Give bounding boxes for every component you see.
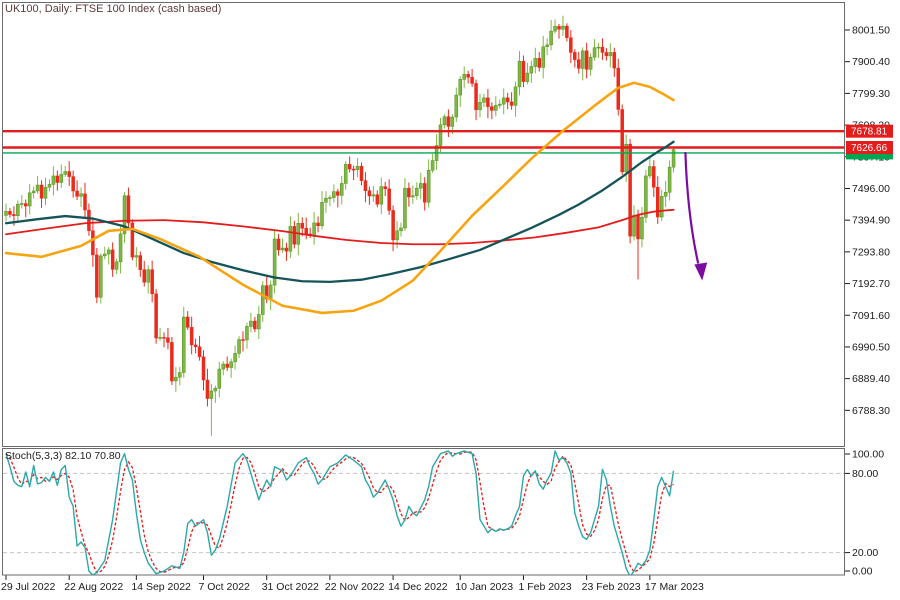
stoch-tick-label: 0.00 <box>852 566 873 578</box>
price-tick-label: 7799.30 <box>852 88 890 100</box>
stoch-tick-label: 20.00 <box>852 547 878 559</box>
price-tick-label: 8001.50 <box>852 25 890 37</box>
date-tick-label: 1 Feb 2023 <box>518 581 571 593</box>
stoch-axis[interactable]: 100.00 80.00 20.00 0.00 <box>3 449 884 578</box>
stoch-tick-label: 100.00 <box>852 449 884 461</box>
ma-red-line[interactable] <box>5 208 675 246</box>
date-tick-label: 17 Mar 2023 <box>645 581 704 593</box>
level-price-tag: 7626.66 <box>846 141 893 155</box>
ma-orange-line[interactable] <box>4 81 675 315</box>
candlesticks-layer <box>4 15 676 436</box>
svg-text:7626.66: 7626.66 <box>851 143 888 154</box>
date-tick-label: 22 Nov 2022 <box>325 581 385 593</box>
stoch-d-line <box>5 451 674 574</box>
svg-text:7678.81: 7678.81 <box>851 127 888 138</box>
date-tick-label: 31 Oct 2022 <box>262 581 319 593</box>
stoch-k-line <box>5 450 675 575</box>
date-tick-label: 14 Sep 2022 <box>131 581 191 593</box>
price-tick-label: 6889.40 <box>852 373 890 385</box>
main-panel-border <box>2 2 845 447</box>
price-tick-label: 7192.70 <box>852 278 890 290</box>
stoch-indicator-label: Stoch(5,3,3) 82.10 70.80 <box>5 450 121 462</box>
price-tick-label: 7293.80 <box>852 246 890 258</box>
date-tick-label: 22 Aug 2022 <box>64 581 123 593</box>
date-tick-label: 7 Oct 2022 <box>199 581 251 593</box>
ma-teal-line[interactable] <box>4 140 675 284</box>
chart-symbol-title: UK100, Daily: FTSE 100 Index (cash based… <box>5 3 222 15</box>
price-tick-label: 7496.00 <box>852 183 890 195</box>
date-tick-label: 23 Feb 2023 <box>582 581 641 593</box>
date-tick-label: 29 Jul 2022 <box>1 581 55 593</box>
date-tick-label: 14 Dec 2022 <box>388 581 448 593</box>
price-tick-label: 6990.50 <box>852 341 890 353</box>
price-tick-label: 7900.40 <box>852 56 890 68</box>
stoch-panel-border <box>2 448 845 576</box>
price-tick-label: 6788.30 <box>852 405 890 417</box>
price-tick-label: 7394.90 <box>852 215 890 227</box>
level-price-tag: 7678.81 <box>846 124 893 138</box>
price-axis[interactable]: 8001.507900.407799.307698.207597.107496.… <box>845 25 890 417</box>
stoch-tick-label: 80.00 <box>852 468 878 480</box>
time-axis[interactable]: 29 Jul 2022 22 Aug 2022 14 Sep 2022 7 Oct 2… <box>1 575 704 594</box>
price-tick-label: 7091.60 <box>852 310 890 322</box>
date-tick-label: 10 Jan 2023 <box>455 581 513 593</box>
stochastic-layer <box>5 450 675 575</box>
sell-arrow-annotation[interactable] <box>684 152 708 281</box>
